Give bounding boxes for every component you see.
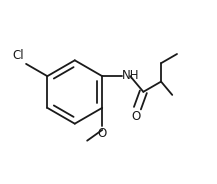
- Text: O: O: [132, 110, 141, 123]
- Text: Cl: Cl: [13, 49, 25, 62]
- Text: O: O: [98, 127, 107, 140]
- Text: NH: NH: [122, 69, 140, 82]
